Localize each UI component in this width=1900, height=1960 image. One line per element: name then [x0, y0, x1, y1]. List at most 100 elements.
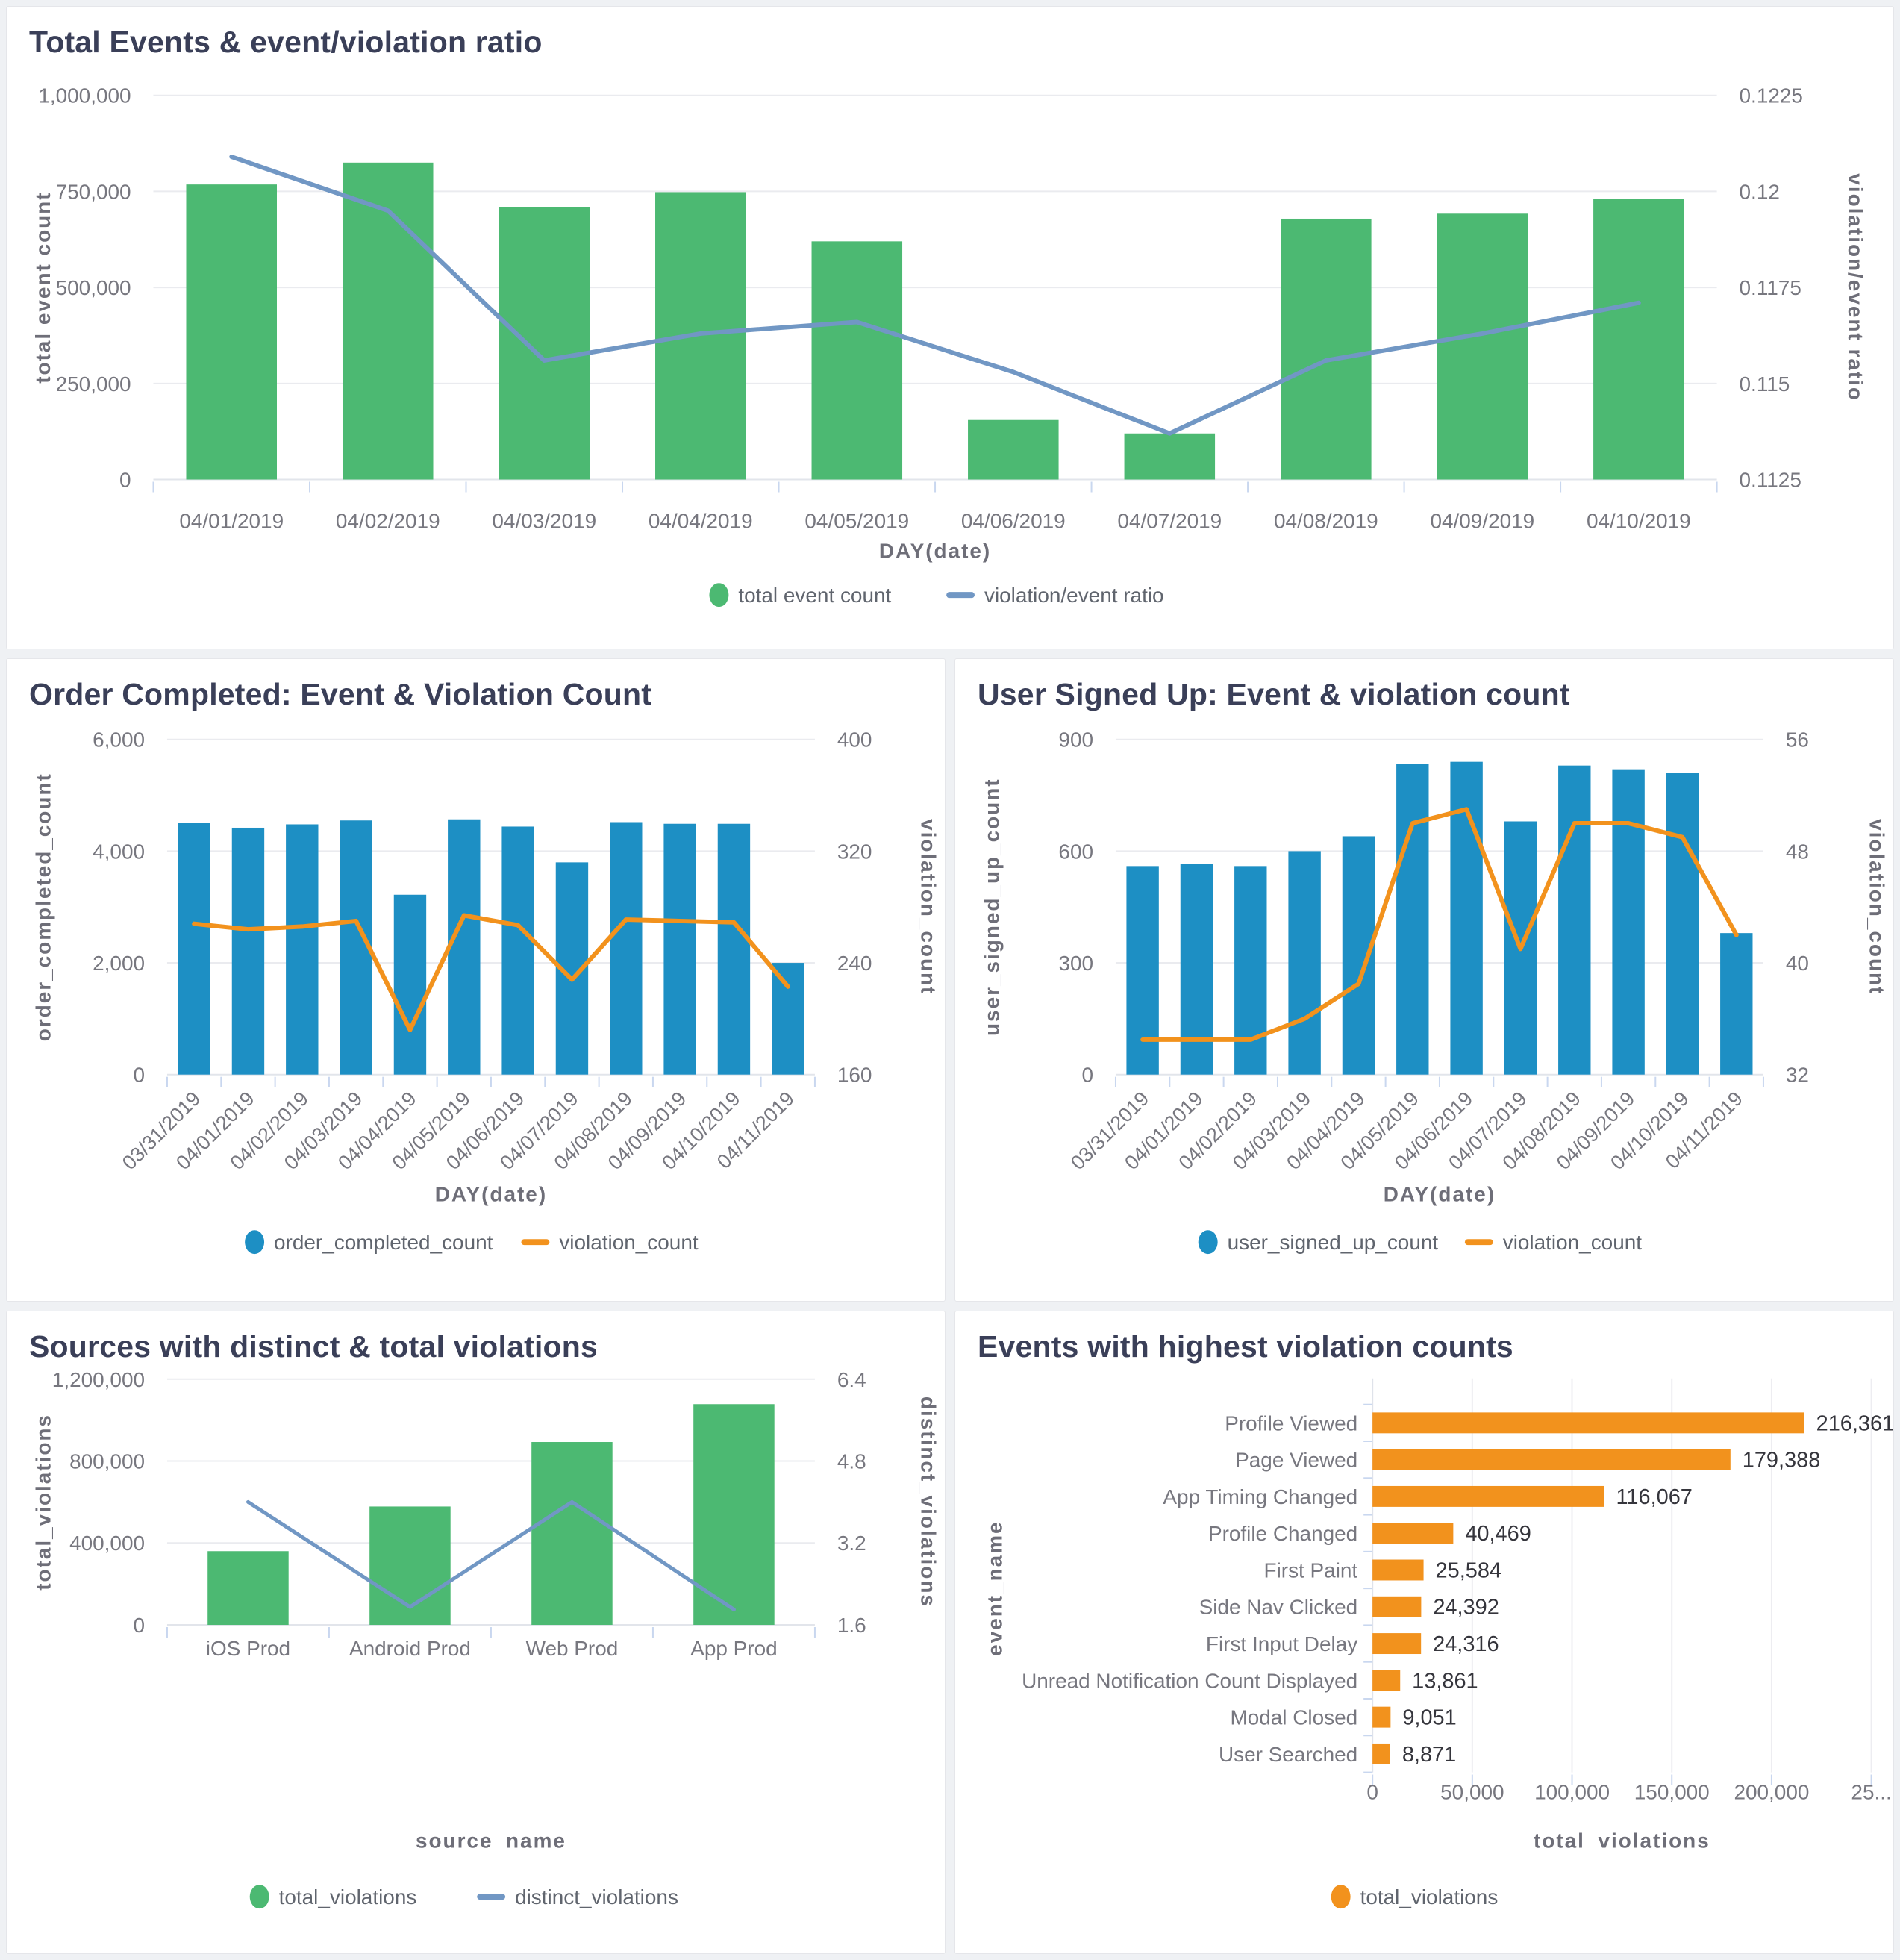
- bar-04/07/2019[interactable]: [1124, 433, 1216, 480]
- bar-04/08/2019[interactable]: [610, 822, 643, 1075]
- bar-iOS Prod[interactable]: [207, 1551, 289, 1626]
- bar-04/01/2019[interactable]: [1180, 864, 1213, 1075]
- legend-dot: [709, 583, 729, 608]
- bar-04/10/2019[interactable]: [1593, 199, 1684, 480]
- left-tick-label: 0: [134, 1064, 146, 1087]
- distinct_violations-line[interactable]: [246, 1499, 736, 1611]
- bar-04/11/2019[interactable]: [772, 963, 804, 1075]
- left-tick-label: 600: [1058, 840, 1093, 863]
- bar-04/02/2019[interactable]: [286, 824, 319, 1075]
- legend-dot: [245, 1230, 265, 1255]
- y-axis-label: event_name: [983, 1520, 1006, 1655]
- bar-04/04/2019[interactable]: [655, 192, 746, 480]
- bar-04/06/2019[interactable]: [501, 826, 534, 1075]
- hbar-First Input Delay[interactable]: [1372, 1633, 1422, 1655]
- bar-Web Prod[interactable]: [531, 1442, 613, 1626]
- bar-04/02/2019[interactable]: [1234, 866, 1267, 1075]
- bar-04/09/2019[interactable]: [1612, 769, 1645, 1075]
- order-completed-chart[interactable]: 0 160 2,000 240 4,000 320 6,000 400 03/31/2019 04…: [7, 659, 945, 1301]
- legend-item-user_signed_up_count[interactable]: user_signed_up_count: [1198, 1230, 1439, 1254]
- violation/event ratio-line[interactable]: [229, 155, 1641, 436]
- category-label: First Input Delay: [1206, 1632, 1357, 1655]
- x-tick-label: 25...: [1851, 1780, 1891, 1803]
- category-label: Side Nav Clicked: [1199, 1596, 1358, 1619]
- x-tick-label: Web Prod: [526, 1637, 619, 1660]
- legend-line-swatch: [1464, 1239, 1493, 1246]
- bar-04/01/2019[interactable]: [231, 827, 265, 1075]
- right-axis-label: violation_count: [1866, 819, 1889, 995]
- legend-item-violation_count[interactable]: violation_count: [1464, 1231, 1642, 1254]
- bar-04/11/2019[interactable]: [1720, 933, 1753, 1075]
- left-tick-label: 2,000: [93, 952, 145, 975]
- hbar-First Paint[interactable]: [1372, 1559, 1424, 1581]
- user-signed-up-chart[interactable]: 0 32 300 40 600 48 900 56 03/31/2019 04/01/2019 04…: [955, 659, 1893, 1301]
- hbar-User Searched[interactable]: [1372, 1743, 1390, 1764]
- hbar-App Timing Changed[interactable]: [1372, 1485, 1604, 1507]
- right-tick-label: 400: [837, 728, 872, 752]
- top-violations-chart[interactable]: 0 50,000 100,000 150,000 200,000 25... Profile…: [955, 1311, 1893, 1953]
- total-events-chart[interactable]: 0 0.1125 250,000 0.115 500,000 0.1175 750,000 0…: [7, 7, 1893, 649]
- legend-item-total event count[interactable]: total event count: [709, 583, 892, 608]
- legend-item-total_violations[interactable]: total_violations: [1331, 1885, 1499, 1908]
- left-tick-label: 0: [134, 1614, 146, 1637]
- hbar-Profile Viewed[interactable]: [1372, 1412, 1804, 1434]
- x-tick-label: Android Prod: [349, 1637, 471, 1660]
- left-tick-label: 300: [1058, 952, 1093, 975]
- category-label: Modal Closed: [1230, 1706, 1357, 1729]
- bar-04/09/2019[interactable]: [663, 823, 696, 1075]
- value-label: 25,584: [1436, 1558, 1501, 1582]
- right-tick-label: 0.1175: [1740, 276, 1801, 299]
- legend-item-total_violations[interactable]: total_violations: [249, 1885, 417, 1908]
- chart-title-sources: Sources with distinct & total violations: [29, 1329, 599, 1364]
- right-tick-label: 6.4: [837, 1368, 866, 1391]
- bar-04/03/2019[interactable]: [499, 207, 590, 480]
- right-tick-label: 3.2: [837, 1532, 866, 1555]
- left-tick-label: 750,000: [56, 180, 131, 203]
- hbar-Profile Changed[interactable]: [1372, 1523, 1454, 1544]
- category-label: User Searched: [1219, 1743, 1357, 1766]
- hbar-Page Viewed[interactable]: [1372, 1449, 1731, 1470]
- category-label: Page Viewed: [1235, 1449, 1357, 1472]
- bar-04/05/2019[interactable]: [811, 241, 903, 480]
- legend-item-distinct_violations[interactable]: distinct_violations: [477, 1885, 678, 1908]
- violation_count-line[interactable]: [192, 913, 790, 1032]
- bar-04/08/2019[interactable]: [1558, 765, 1591, 1075]
- bar-04/01/2019[interactable]: [186, 184, 277, 480]
- value-label: 8,871: [1402, 1743, 1456, 1767]
- bar-04/05/2019[interactable]: [1396, 764, 1429, 1075]
- bar-04/06/2019[interactable]: [968, 419, 1059, 480]
- chart-card-total-events: Total Events & event/violation ratio 0 0.…: [6, 6, 1894, 649]
- legend-item-violation/event ratio[interactable]: violation/event ratio: [946, 584, 1164, 607]
- bar-04/08/2019[interactable]: [1281, 218, 1372, 480]
- right-tick-label: 32: [1786, 1064, 1809, 1087]
- bar-App Prod[interactable]: [693, 1404, 775, 1626]
- legend-label: total_violations: [1360, 1885, 1499, 1908]
- legend-item-order_completed_count[interactable]: order_completed_count: [245, 1230, 493, 1254]
- right-tick-label: 0.1125: [1740, 469, 1801, 492]
- category-label: App Timing Changed: [1163, 1485, 1357, 1508]
- legend-item-violation_count[interactable]: violation_count: [521, 1231, 699, 1254]
- hbar-Unread Notification Count Displayed[interactable]: [1372, 1670, 1401, 1691]
- x-tick-label: 04/02/2019: [336, 509, 440, 532]
- bar-03/31/2019[interactable]: [1126, 866, 1159, 1075]
- hbar-Side Nav Clicked[interactable]: [1372, 1596, 1422, 1617]
- top-violations-svg: 0 50,000 100,000 150,000 200,000 25... Profile…: [983, 1378, 1893, 1908]
- bar-04/02/2019[interactable]: [342, 162, 434, 480]
- hbar-Modal Closed[interactable]: [1372, 1706, 1391, 1728]
- bar-03/31/2019[interactable]: [178, 823, 210, 1075]
- sources-chart[interactable]: 0 1.6 400,000 3.2 800,000 4.8 1,200,000 6.4 iOS …: [7, 1311, 945, 1953]
- x-axis-label: source_name: [416, 1829, 566, 1852]
- chart-title-top-violations: Events with highest violation counts: [978, 1329, 1513, 1364]
- right-tick-label: 48: [1786, 840, 1809, 863]
- left-tick-label: 800,000: [69, 1450, 145, 1473]
- bar-04/05/2019[interactable]: [448, 819, 481, 1075]
- value-label: 13,861: [1412, 1669, 1478, 1693]
- violation_count-line[interactable]: [1140, 807, 1739, 1042]
- bar-04/10/2019[interactable]: [1666, 773, 1699, 1075]
- bar-04/09/2019[interactable]: [1437, 213, 1528, 480]
- bar-04/04/2019[interactable]: [393, 894, 427, 1075]
- bar-04/10/2019[interactable]: [717, 823, 751, 1075]
- legend-dot: [1331, 1885, 1351, 1909]
- bar-04/03/2019[interactable]: [1288, 851, 1321, 1075]
